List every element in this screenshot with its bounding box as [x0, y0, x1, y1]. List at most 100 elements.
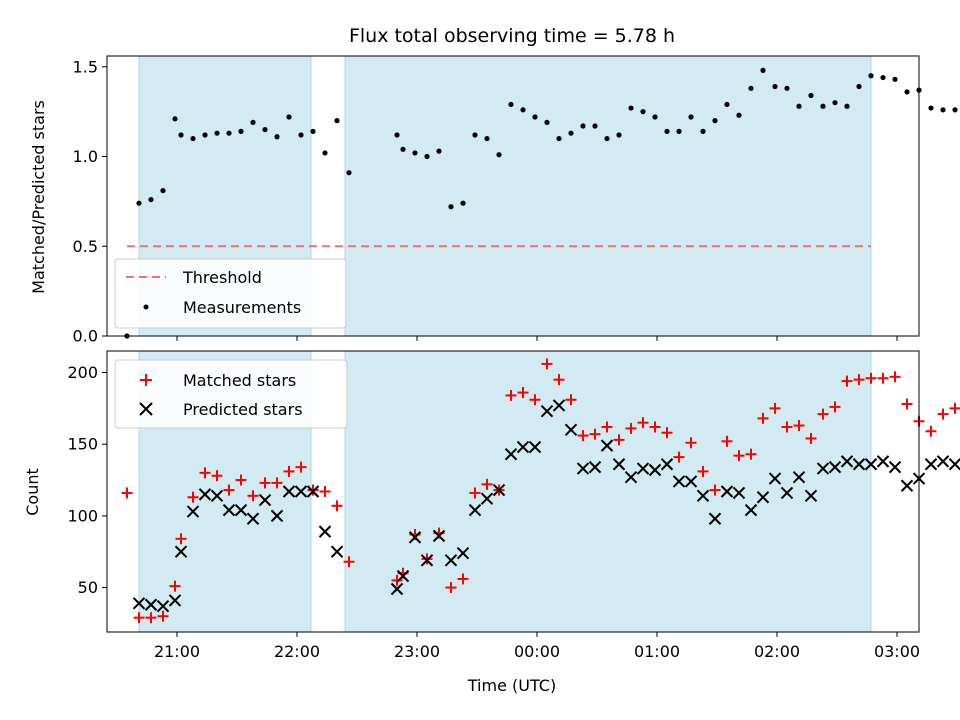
bottom-shade-1 [344, 350, 872, 633]
predicted-point [888, 460, 902, 474]
predicted-point [132, 597, 146, 610]
measurement-point [712, 118, 718, 124]
matched-point [829, 401, 841, 413]
matched-point [529, 394, 541, 406]
bottom-ytick-label: 200 [67, 363, 98, 382]
measurement-point [928, 105, 934, 111]
bottom-ytick-label: 100 [67, 506, 98, 525]
predicted-point [588, 460, 602, 474]
predicted-point [744, 503, 758, 517]
bottom-xtick-label: 01:00 [634, 642, 680, 661]
matched-point [745, 448, 757, 460]
top-legend-box [114, 258, 347, 329]
matched-point [133, 612, 145, 624]
predicted-stars-points [132, 399, 960, 613]
measurement-point [508, 101, 514, 108]
predicted-point [684, 475, 698, 488]
matched-point [637, 417, 649, 429]
predicted-point [948, 458, 960, 471]
matched-point [271, 477, 283, 489]
predicted-point [828, 460, 842, 474]
measurement-point [178, 132, 184, 138]
measurement-point [346, 170, 352, 176]
matched-point [283, 465, 295, 477]
measurement-point [856, 83, 862, 90]
predicted-point [198, 488, 212, 501]
matched-point [391, 574, 403, 586]
matched-point [793, 420, 805, 432]
measurement-point [298, 132, 304, 138]
matched-point [505, 389, 517, 401]
predicted-point [900, 479, 914, 492]
predicted-point [768, 472, 782, 485]
measurement-point [904, 89, 910, 95]
legend-matched-swatch [140, 374, 152, 386]
matched-point [781, 421, 793, 433]
predicted-point [708, 512, 722, 525]
predicted-point [660, 458, 674, 471]
predicted-point [222, 503, 236, 517]
predicted-point [282, 485, 296, 498]
predicted-point [432, 529, 446, 543]
chart-title: Flux total observing time = 5.78 h [349, 25, 675, 47]
bottom-xtick-label: 03:00 [874, 642, 920, 661]
predicted-point [576, 462, 590, 475]
top-ytick-label: 1.0 [73, 147, 98, 166]
matched-point [517, 387, 529, 399]
predicted-point [720, 485, 734, 498]
predicted-point [936, 455, 950, 468]
matched-point [247, 490, 259, 502]
measurement-point [784, 85, 790, 91]
matched-point [589, 428, 601, 440]
legend-predicted-swatch [139, 402, 153, 416]
measurement-point [394, 132, 400, 138]
bottom-xtick-label: 21:00 [154, 642, 200, 661]
matched-point [565, 394, 577, 406]
measurement-point [688, 114, 694, 120]
top-ytick-label: 0.0 [73, 327, 98, 346]
bottom-xtick-label: 00:00 [514, 642, 560, 661]
measurement-point [796, 103, 802, 109]
measurement-point [832, 100, 838, 106]
legend-threshold-label: Threshold [182, 268, 262, 287]
bottom-legend: Matched stars Predicted stars [114, 359, 348, 429]
top-y-ticks: 0.0 0.5 1.0 1.5 [73, 57, 107, 346]
measurement-point [556, 135, 562, 142]
bottom-legend-box [114, 359, 348, 429]
measurements-points [124, 67, 958, 339]
measurement-point [274, 134, 280, 140]
matched-point [319, 486, 331, 497]
measurement-point [940, 107, 946, 113]
predicted-point [864, 458, 878, 471]
predicted-point [552, 399, 566, 412]
predicted-point [468, 503, 482, 517]
measurement-point [484, 135, 490, 142]
predicted-point [234, 503, 248, 517]
bottom-y-axis-label: Count [23, 468, 42, 516]
predicted-point [804, 489, 818, 503]
measurement-point [424, 153, 430, 160]
measurement-point [676, 128, 682, 134]
bottom-xtick-label: 22:00 [274, 642, 320, 661]
matched-point [853, 374, 865, 386]
top-shade-1 [344, 55, 872, 337]
legend-measurements-swatch [143, 304, 149, 310]
predicted-point [624, 470, 638, 484]
legend-matched-label: Matched stars [183, 371, 296, 390]
matched-point [709, 484, 721, 496]
measurement-point [214, 130, 220, 136]
matched-point [577, 430, 589, 442]
predicted-point [612, 458, 626, 471]
predicted-point [852, 458, 866, 471]
measurement-point [952, 107, 958, 113]
top-legend: Threshold Measurements [114, 258, 347, 329]
measurement-point [436, 148, 442, 154]
matched-point [553, 374, 565, 386]
matched-point [541, 358, 553, 370]
matched-point [625, 422, 637, 434]
matched-point [457, 573, 469, 585]
matched-point [175, 533, 187, 545]
matched-point [649, 421, 661, 433]
measurement-point [640, 109, 646, 115]
